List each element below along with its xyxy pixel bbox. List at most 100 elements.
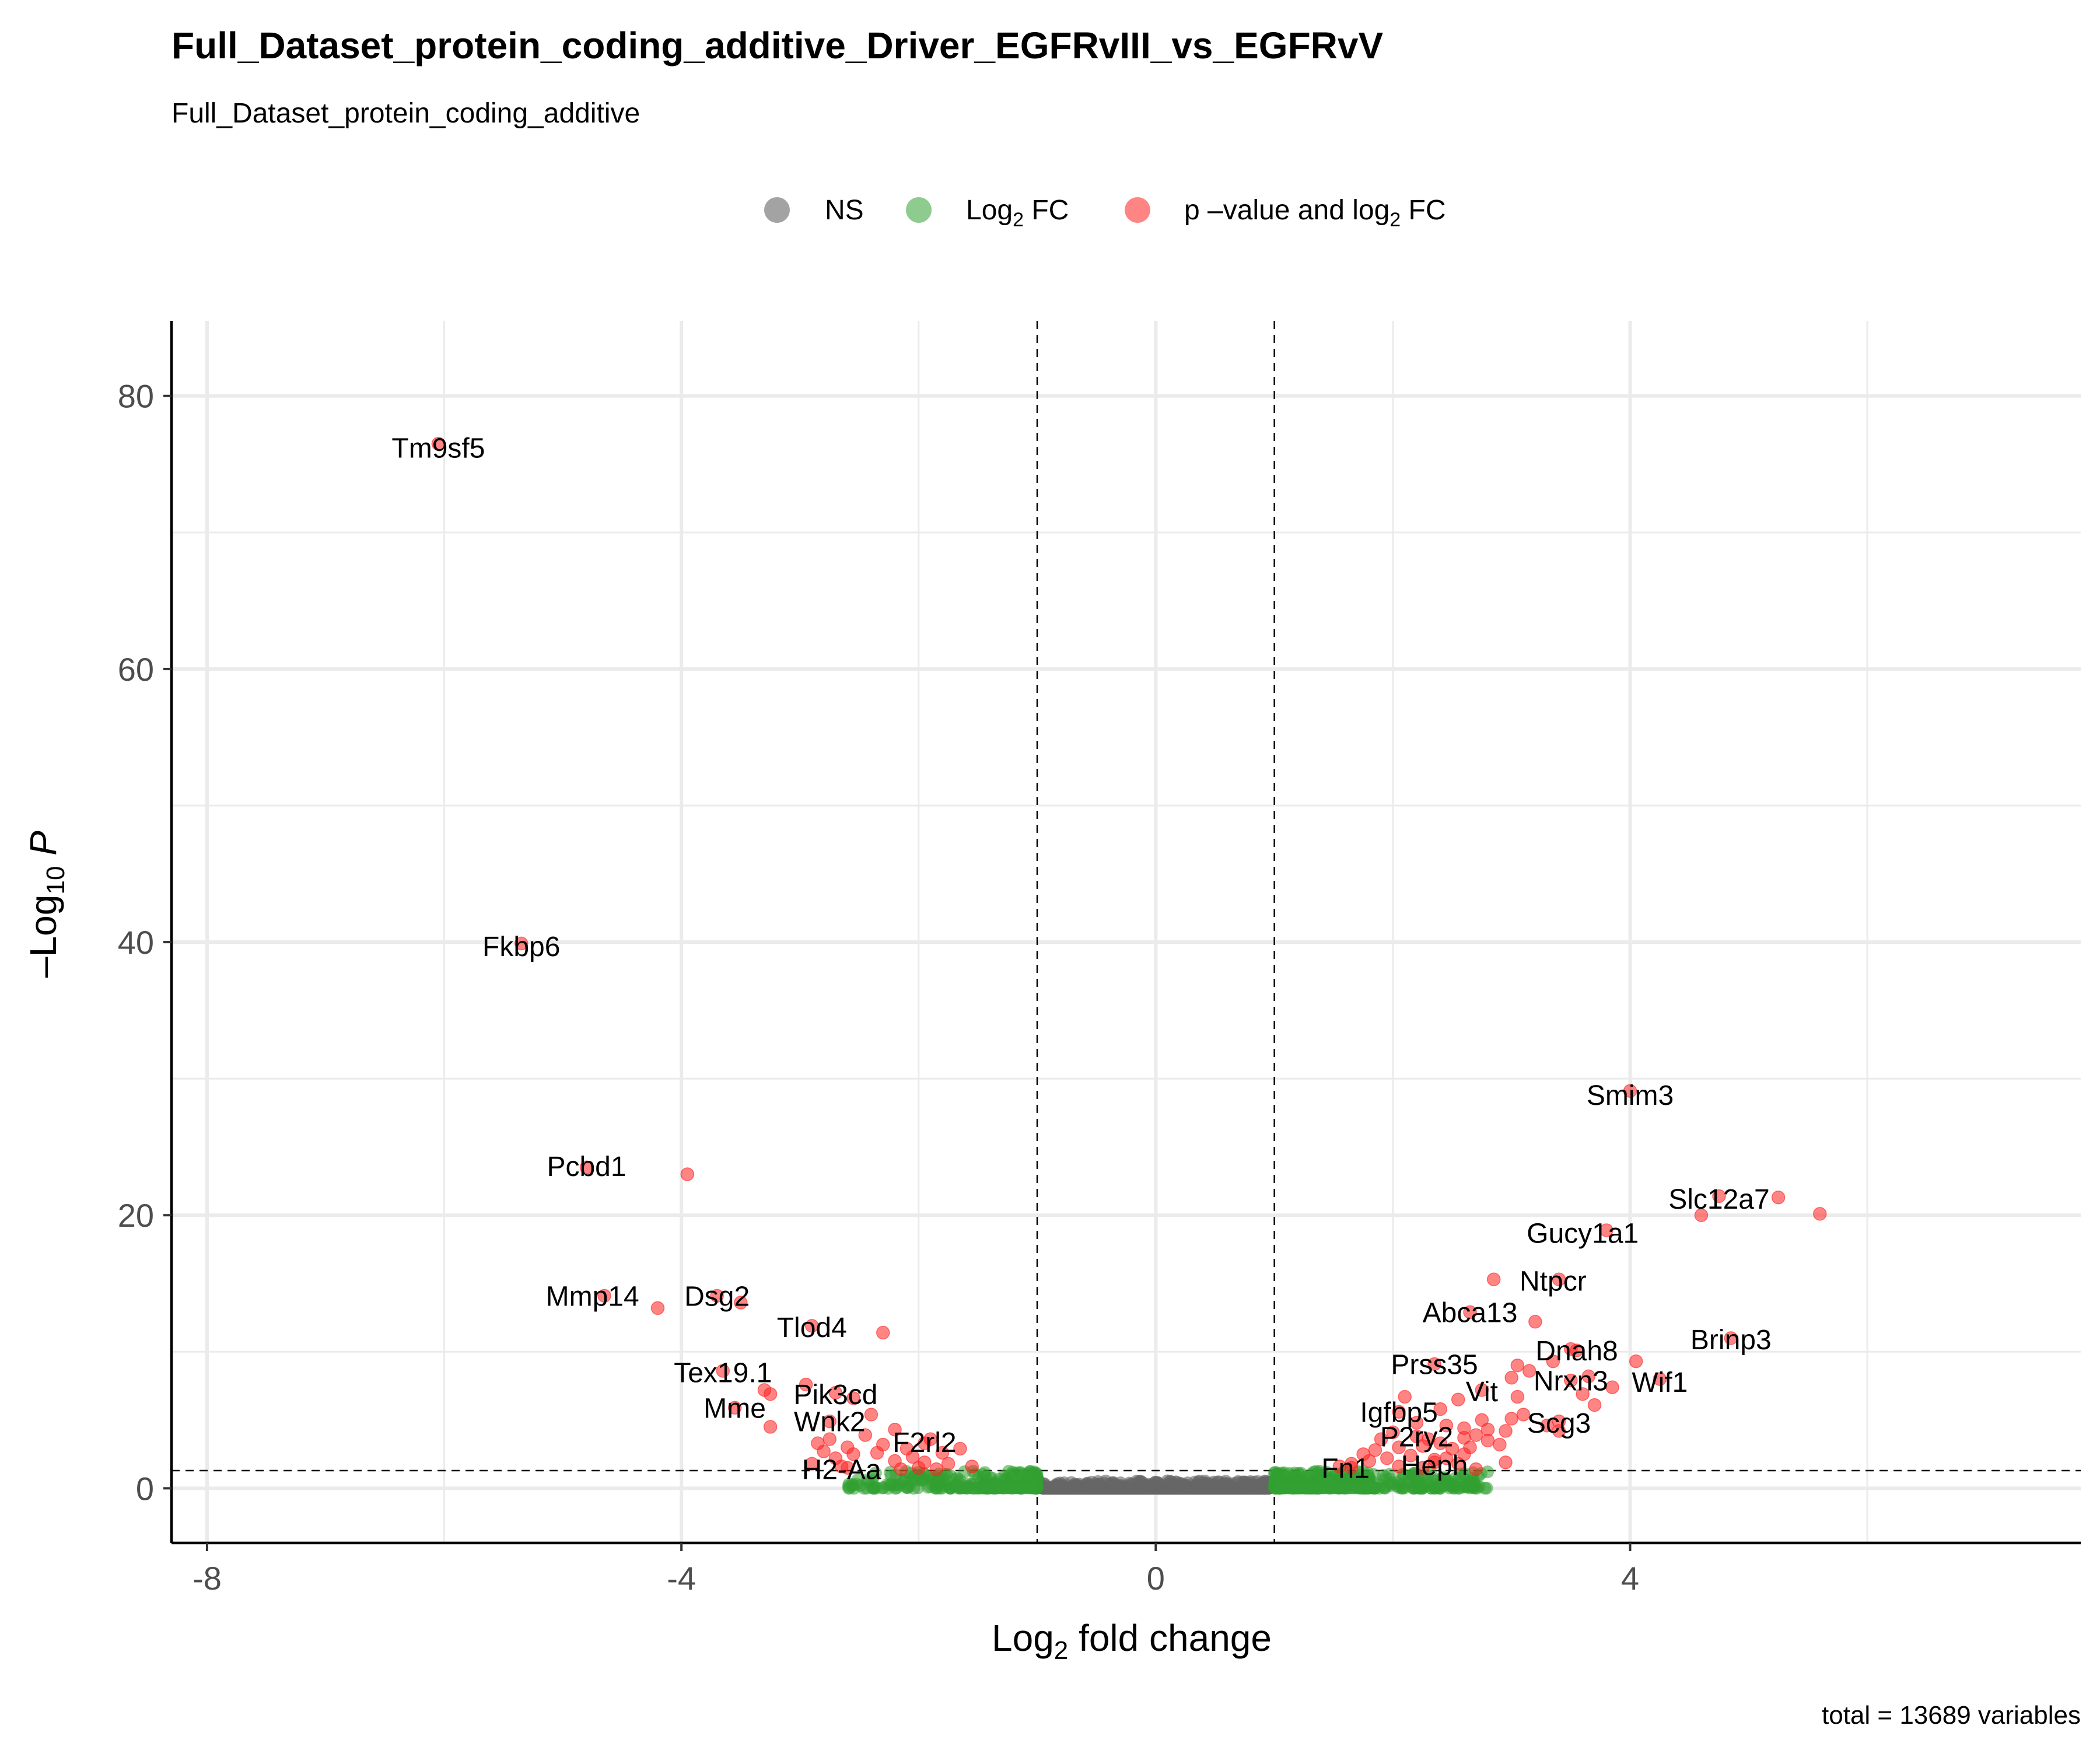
x-tick-label: -8 bbox=[192, 1560, 222, 1597]
sig-point bbox=[1415, 1461, 1430, 1475]
data-points bbox=[431, 436, 1827, 1495]
legend-key-pvalue-log2fc bbox=[1125, 197, 1150, 223]
gene-label-igfbp5: Igfbp5 bbox=[1360, 1397, 1437, 1428]
x-axis-title-sub: 2 bbox=[1054, 1636, 1068, 1665]
ns-point bbox=[1072, 1479, 1085, 1493]
gene-label-gucy1a1: Gucy1a1 bbox=[1527, 1219, 1639, 1250]
sig-point bbox=[1392, 1440, 1406, 1454]
ns-point bbox=[1142, 1478, 1155, 1491]
labeled-point-tex19.1 bbox=[716, 1364, 730, 1378]
fc-point bbox=[1292, 1466, 1305, 1480]
sig-point bbox=[1499, 1455, 1513, 1469]
sig-point bbox=[1433, 1436, 1447, 1450]
ns-point bbox=[1161, 1474, 1174, 1488]
y-axis-title-prefix: –Log bbox=[22, 895, 64, 978]
caption: total = 13689 variables bbox=[1822, 1701, 2081, 1730]
fc-point bbox=[1398, 1481, 1411, 1494]
sig-point bbox=[763, 1387, 778, 1401]
labeled-point-wif1 bbox=[1653, 1372, 1667, 1386]
legend-both-main: p –value and log bbox=[1184, 195, 1390, 226]
fc-points-band-left bbox=[954, 1482, 1038, 1494]
y-tick-label: 80 bbox=[118, 378, 154, 415]
gene-label-tm9sf5: Tm9sf5 bbox=[391, 433, 485, 464]
labeled-point-slc12a7 bbox=[1712, 1189, 1726, 1203]
gene-label-f2rl2: F2rl2 bbox=[892, 1427, 956, 1458]
gene-label-prss35: Prss35 bbox=[1391, 1349, 1478, 1380]
legend: NS Log2 FC p –value and log2 FC bbox=[764, 195, 1446, 231]
sig-point bbox=[1546, 1354, 1560, 1368]
labeled-point-scg3 bbox=[1552, 1414, 1566, 1429]
legend-label-ns: NS bbox=[825, 195, 864, 226]
labeled-point-fkbp6 bbox=[514, 936, 528, 951]
y-tick-label: 40 bbox=[118, 924, 154, 961]
y-axis-title-italic: P bbox=[22, 831, 64, 856]
x-axis-title: Log2 fold change bbox=[992, 1617, 1272, 1665]
sig-point bbox=[1380, 1451, 1394, 1465]
sig-point bbox=[1694, 1208, 1709, 1222]
fc-point bbox=[1313, 1465, 1326, 1478]
sig-point bbox=[1510, 1358, 1525, 1373]
ns-point bbox=[1091, 1480, 1104, 1494]
legend-log2fc-main: Log bbox=[966, 195, 1013, 226]
sig-point bbox=[911, 1461, 926, 1475]
x-axis-ticks: -8 -4 0 4 bbox=[192, 1543, 1639, 1597]
axes bbox=[170, 321, 2081, 1545]
sig-point bbox=[1475, 1413, 1489, 1427]
sig-point bbox=[1528, 1315, 1542, 1329]
ns-point bbox=[1243, 1479, 1256, 1492]
sig-point bbox=[1451, 1457, 1465, 1471]
gene-label-pik3cd: Pik3cd bbox=[793, 1380, 877, 1410]
fc-point bbox=[1024, 1465, 1037, 1478]
grid bbox=[172, 321, 2081, 1543]
legend-log2fc-rest: FC bbox=[1024, 195, 1069, 226]
sig-point bbox=[1356, 1447, 1370, 1461]
sig-point bbox=[1469, 1462, 1483, 1476]
gene-label-brinp3: Brinp3 bbox=[1690, 1325, 1772, 1356]
labeled-point-fn1 bbox=[1345, 1461, 1359, 1475]
sig-point bbox=[1451, 1392, 1465, 1406]
sig-point bbox=[1404, 1448, 1418, 1462]
labeled-point-pik3cd bbox=[828, 1385, 843, 1400]
y-axis-title-sub: 10 bbox=[41, 866, 70, 895]
legend-key-log2fc bbox=[906, 197, 932, 223]
gene-label-p2ry2: P2ry2 bbox=[1380, 1422, 1453, 1452]
gene-label-mme: Mme bbox=[704, 1393, 766, 1424]
gene-label-tex19.1: Tex19.1 bbox=[674, 1357, 772, 1388]
labeled-point-h2-aa bbox=[834, 1460, 849, 1474]
gene-label-wnk2: Wnk2 bbox=[794, 1407, 866, 1438]
sig-point bbox=[1486, 1272, 1501, 1286]
fc-point bbox=[842, 1482, 855, 1495]
fc-point bbox=[923, 1480, 937, 1493]
chart-title: Full_Dataset_protein_coding_additive_Dri… bbox=[172, 24, 1383, 66]
labeled-point-gucy1a1 bbox=[1600, 1223, 1614, 1237]
gene-label-pcbd1: Pcbd1 bbox=[547, 1152, 626, 1182]
gene-label-fn1: Fn1 bbox=[1321, 1453, 1370, 1484]
gene-label-dsg2: Dsg2 bbox=[684, 1281, 750, 1312]
sig-point bbox=[1581, 1369, 1596, 1384]
labeled-point-p2ry2 bbox=[1409, 1429, 1424, 1444]
sig-point bbox=[888, 1422, 902, 1437]
fc-point bbox=[1443, 1481, 1456, 1494]
gene-label-scg3: Scg3 bbox=[1527, 1408, 1591, 1439]
sig-point bbox=[1771, 1191, 1786, 1205]
sig-point bbox=[1629, 1354, 1643, 1368]
x-tick-label: 4 bbox=[1621, 1560, 1639, 1597]
labeled-point-dsg2 bbox=[710, 1289, 724, 1303]
sig-point bbox=[817, 1444, 831, 1458]
sig-point bbox=[799, 1377, 813, 1392]
labeled-point-f2rl2 bbox=[918, 1436, 932, 1450]
fc-point bbox=[869, 1466, 882, 1480]
fc-point bbox=[1422, 1478, 1436, 1492]
sig-point bbox=[941, 1457, 956, 1471]
sig-point bbox=[1469, 1428, 1483, 1442]
sig-point bbox=[1504, 1412, 1518, 1426]
sig-point bbox=[1813, 1207, 1827, 1221]
gene-label-heph: Heph bbox=[1401, 1451, 1468, 1482]
fc-point bbox=[1275, 1466, 1289, 1480]
chart-subtitle: Full_Dataset_protein_coding_additive bbox=[172, 98, 640, 129]
sig-point bbox=[1433, 1402, 1447, 1416]
labeled-point-smim3 bbox=[1623, 1084, 1637, 1098]
fc-point bbox=[1363, 1471, 1376, 1485]
sig-point bbox=[1409, 1416, 1424, 1430]
